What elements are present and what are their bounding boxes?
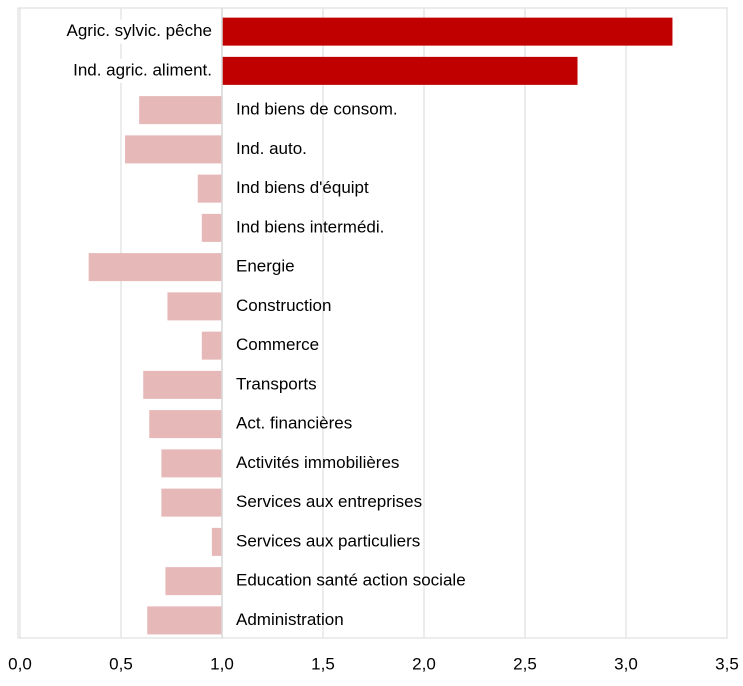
x-tick-label: 3,5 <box>715 654 739 673</box>
bar <box>165 567 222 596</box>
category-label: Agric. sylvic. pêche <box>67 21 213 40</box>
label-background <box>67 58 218 83</box>
category-label: Transports <box>236 374 317 393</box>
x-tick-label: 0,5 <box>109 654 133 673</box>
bar <box>211 527 222 556</box>
category-label: Construction <box>236 296 331 315</box>
category-label: Activités immobilières <box>236 453 399 472</box>
bar <box>197 174 222 203</box>
label-background <box>60 19 218 44</box>
category-label: Ind biens de consom. <box>236 100 398 119</box>
bar <box>147 606 222 635</box>
category-label: Services aux particuliers <box>236 531 420 550</box>
bar <box>88 253 223 282</box>
bar <box>125 135 222 164</box>
category-label: Administration <box>236 610 344 629</box>
bar <box>149 410 222 439</box>
bar <box>201 213 222 242</box>
category-label: Commerce <box>236 335 319 354</box>
bar <box>201 331 222 360</box>
x-tick-label: 2,0 <box>412 654 436 673</box>
bar <box>161 449 222 478</box>
category-label: Ind. agric. aliment. <box>73 60 212 79</box>
bar <box>143 370 222 399</box>
category-label: Services aux entreprises <box>236 492 422 511</box>
bar <box>222 17 673 46</box>
bar <box>139 96 222 125</box>
x-tick-label: 3,0 <box>614 654 638 673</box>
category-label: Energie <box>236 257 295 276</box>
bar <box>161 488 222 517</box>
x-tick-label: 1,5 <box>311 654 335 673</box>
x-tick-label: 0,0 <box>8 654 32 673</box>
bar <box>222 56 578 85</box>
category-label: Education santé action sociale <box>236 571 466 590</box>
x-tick-label: 1,0 <box>210 654 234 673</box>
category-label: Ind biens intermédi. <box>236 217 384 236</box>
category-label: Ind. auto. <box>236 139 307 158</box>
x-tick-label: 2,5 <box>513 654 537 673</box>
bar <box>167 292 222 321</box>
category-label: Ind biens d'équipt <box>236 178 369 197</box>
category-label: Act. financières <box>236 414 352 433</box>
